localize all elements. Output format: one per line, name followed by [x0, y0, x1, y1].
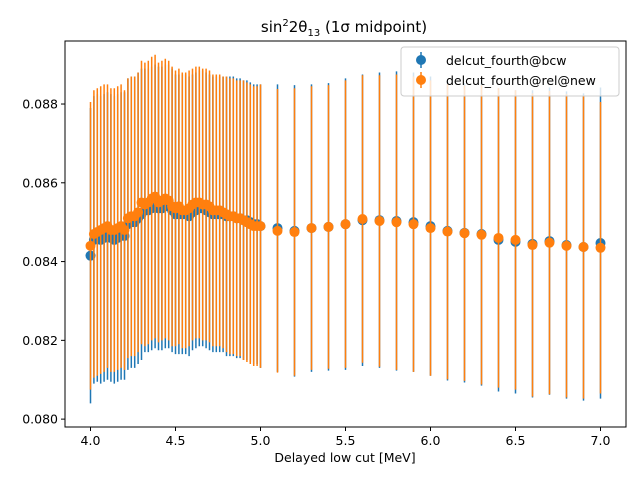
data-point — [425, 223, 436, 234]
legend: delcut_fourth@bcw delcut_fourth@rel@new — [400, 46, 620, 97]
series-1 — [85, 54, 606, 399]
legend-marker — [416, 55, 426, 65]
data-point — [357, 214, 368, 225]
data-point — [442, 226, 453, 237]
data-point — [323, 221, 334, 232]
data-point — [527, 240, 538, 251]
title-tail: (1σ midpoint) — [320, 18, 427, 36]
data-point — [391, 217, 402, 228]
data-point — [289, 227, 300, 238]
y-tick-label: 0.082 — [22, 333, 58, 348]
series-layer — [85, 54, 606, 404]
legend-box — [400, 46, 620, 97]
title-superscript: 2 — [282, 18, 288, 29]
legend-entry-rel-new: delcut_fourth@rel@new — [416, 72, 596, 88]
y-ticks: 0.080 0.082 0.084 0.086 0.088 — [22, 97, 65, 427]
data-point — [119, 225, 130, 236]
data-point — [374, 216, 385, 227]
x-tick-label: 7.0 — [591, 433, 611, 448]
x-tick-label: 4.0 — [81, 433, 101, 448]
data-point — [85, 240, 96, 251]
data-point — [510, 234, 521, 245]
x-ticks: 4.0 4.5 5.0 5.5 6.0 6.5 7.0 — [81, 427, 611, 448]
data-point — [544, 237, 555, 248]
x-tick-label: 6.5 — [506, 433, 526, 448]
data-point — [595, 242, 606, 253]
x-tick-label: 6.0 — [421, 433, 441, 448]
data-point — [476, 229, 487, 240]
legend-label: delcut_fourth@bcw — [446, 53, 567, 68]
data-point — [578, 241, 589, 252]
data-point — [408, 219, 419, 230]
title-middle: 2θ — [289, 18, 308, 36]
y-tick-label: 0.080 — [22, 412, 58, 427]
data-point — [272, 225, 283, 236]
title-subscript: 13 — [308, 28, 321, 39]
x-tick-label: 5.0 — [251, 433, 271, 448]
x-tick-label: 5.5 — [336, 433, 356, 448]
legend-label: delcut_fourth@rel@new — [446, 73, 596, 88]
data-point — [340, 219, 351, 230]
data-point — [459, 228, 470, 239]
data-point — [255, 221, 266, 232]
y-tick-label: 0.086 — [22, 175, 58, 190]
data-point — [306, 223, 317, 234]
x-tick-label: 4.5 — [166, 433, 186, 448]
legend-marker — [416, 75, 426, 85]
x-axis-label: Delayed low cut [MeV] — [274, 450, 415, 465]
data-point — [133, 207, 144, 218]
y-tick-label: 0.088 — [22, 97, 58, 112]
chart-title: sin22θ13 (1σ midpoint) — [261, 18, 427, 39]
y-tick-label: 0.084 — [22, 254, 58, 269]
title-main: sin — [261, 18, 283, 36]
data-point — [493, 232, 504, 243]
data-point — [561, 240, 572, 251]
legend-entry-bcw: delcut_fourth@bcw — [416, 52, 567, 68]
